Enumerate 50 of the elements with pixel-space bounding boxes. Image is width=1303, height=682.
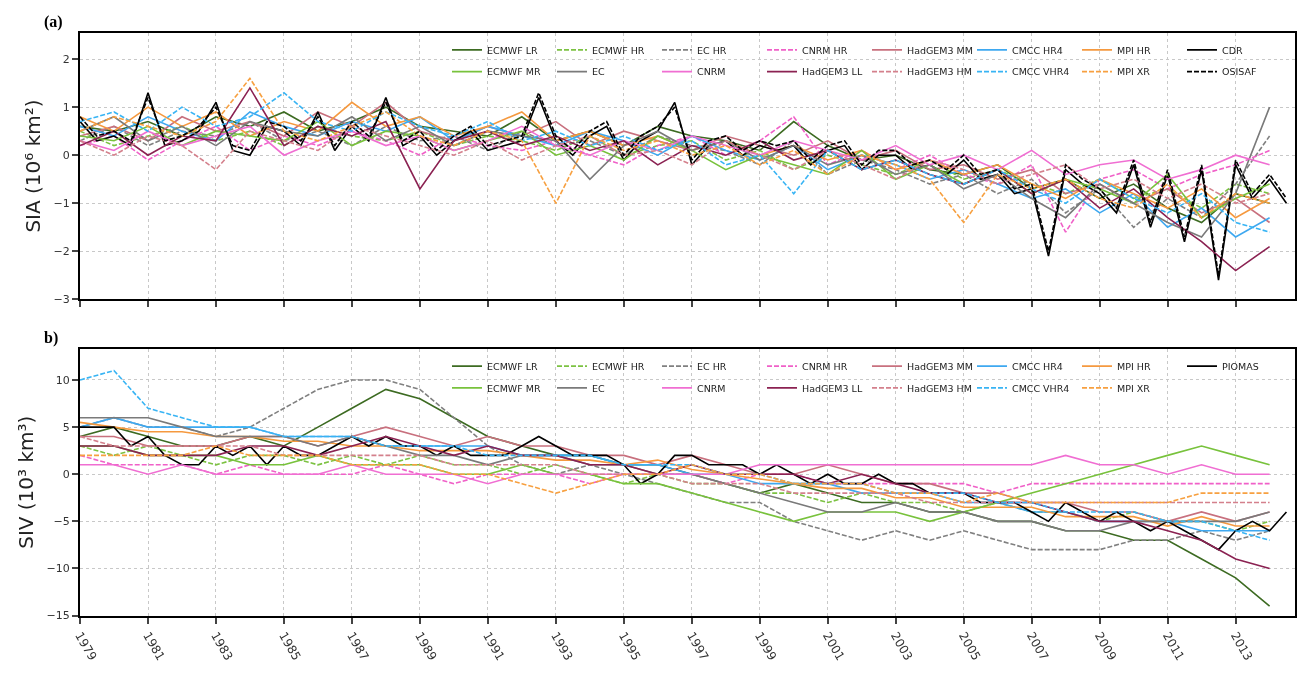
legend-label: CNRM HR [802,44,848,56]
legend-label: EC HR [697,360,727,372]
legend-label: EC HR [697,44,727,56]
legend-label: MPI XR [1117,382,1151,394]
chart-title: b) [44,329,59,347]
legend-label: EC [592,382,605,394]
legend-label: CDR [1222,44,1243,56]
y-tick-label: 0 [62,149,70,163]
legend-label: HadGEM3 LL [802,382,863,394]
y-tick-label: −10 [46,562,70,576]
y-tick-label: −2 [53,245,70,259]
line-series [80,454,1271,485]
line-series [80,435,1271,570]
line-series [80,125,1271,181]
legend-label: ECMWF HR [592,44,645,56]
legend-label: HadGEM3 MM [907,44,974,56]
y-tick-label: −3 [53,293,70,307]
legend-label: CNRM HR [802,360,848,372]
y-tick-label: −15 [46,609,70,623]
legend-label: MPI HR [1117,44,1151,56]
y-tick-label: −5 [53,515,70,529]
y-axis-title: SIV (10³ km³) [13,415,38,549]
legend-label: ECMWF HR [592,360,645,372]
chart-title: (a) [44,13,63,31]
legend-label: HadGEM3 MM [907,360,974,372]
y-axis-title: SIA (10⁶ km²) [20,99,45,233]
legend-label: OSISAF [1222,66,1257,78]
y-tick-label: 2 [62,52,70,66]
y-tick-label: −1 [53,197,70,211]
legend-label: ECMWF LR [487,44,538,56]
y-tick-label: 1 [62,101,70,114]
y-tick-label: 0 [62,468,70,482]
legend-label: HadGEM3 HM [907,382,972,394]
legend-label: EC [592,66,605,78]
y-tick-label: 5 [62,420,70,434]
legend-label: MPI HR [1117,360,1151,372]
legend-label: ECMWF MR [487,382,541,394]
legend-label: HadGEM3 HM [907,66,972,78]
legend-label: CNRM [697,382,726,394]
legend-label: ECMWF LR [487,360,538,372]
legend-label: CNRM [697,66,726,78]
legend-label: CMCC VHR4 [1012,382,1070,394]
y-tick-label: 10 [55,373,70,387]
legend-label: CMCC HR4 [1012,44,1063,56]
legend-label: PIOMAS [1222,360,1259,372]
legend-label: CMCC HR4 [1012,360,1063,372]
legend-label: ECMWF MR [487,66,541,78]
legend-label: CMCC VHR4 [1012,66,1070,78]
legend-label: HadGEM3 LL [802,66,863,78]
legend-label: MPI XR [1117,66,1151,78]
